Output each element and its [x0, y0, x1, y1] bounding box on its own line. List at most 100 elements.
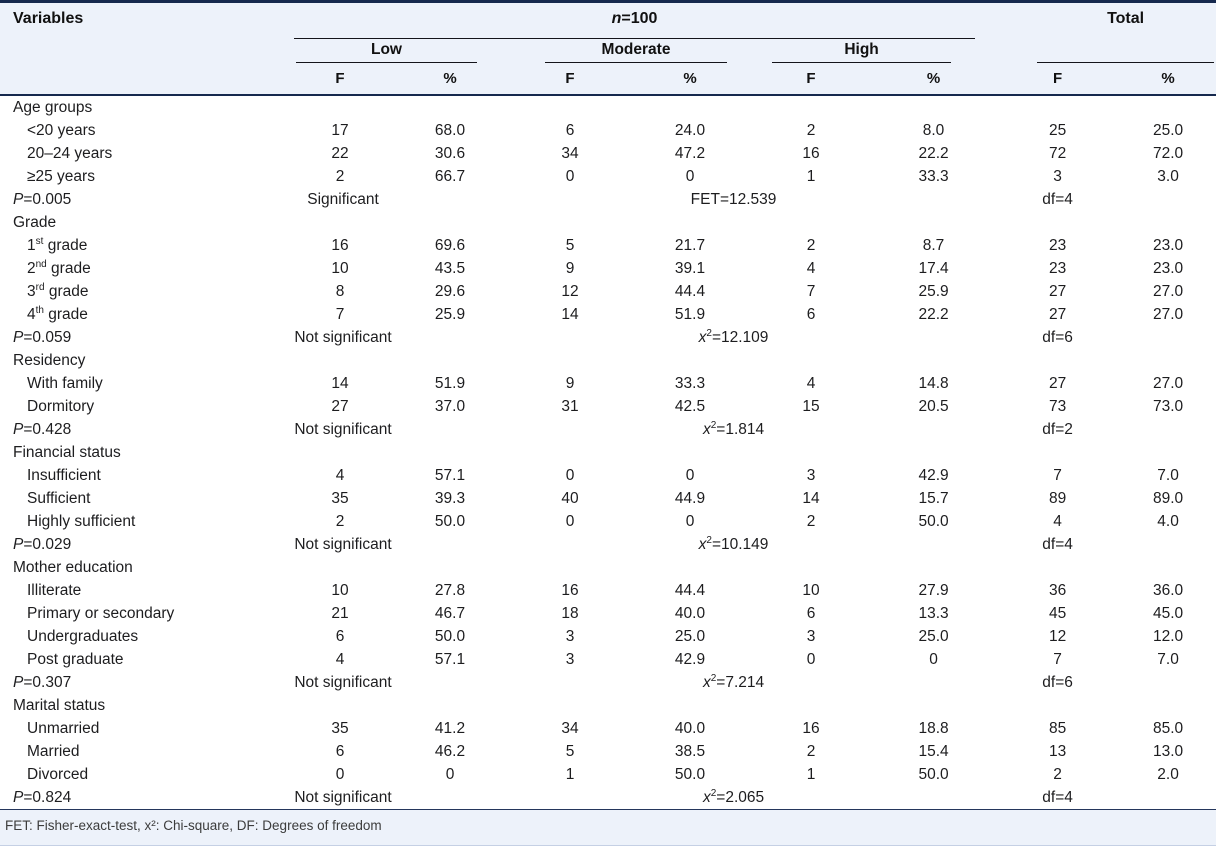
- df-value: df=6: [1042, 329, 1073, 346]
- row-label: Post graduate: [27, 651, 124, 668]
- cell-value: 7: [806, 283, 816, 300]
- table-row: 1st grade 16 69.6 5 21.7 2 8.7 23 23.0: [0, 234, 1216, 257]
- cell-value: 50.0: [434, 628, 466, 645]
- cell-value: 2: [806, 513, 816, 530]
- col-header-n100: n=100: [290, 3, 995, 39]
- row-label: Unmarried: [27, 720, 100, 737]
- n100-label: n=100: [611, 10, 658, 27]
- table-row: ≥25 years 2 66.7 0 0 1 33.3 3 3.0: [0, 165, 1216, 188]
- header-row-1: Variables n=100 Total: [0, 3, 1216, 96]
- p-value: P=0.307: [13, 674, 72, 691]
- cell-value: 37.0: [434, 398, 466, 415]
- cell-value: 25: [1048, 122, 1067, 139]
- cell-value: 31: [561, 398, 579, 415]
- chi-square-exponent: 2: [710, 672, 717, 684]
- cell-value: 85.0: [1152, 720, 1184, 737]
- cell-value: 23.0: [1152, 260, 1184, 277]
- cell-value: 72.0: [1152, 145, 1184, 162]
- cell-value: 51.9: [674, 306, 706, 323]
- pvalue-row: P=0.059 Not significant x2=12.109 df=6: [0, 326, 1216, 349]
- cell-value: 15: [802, 398, 820, 415]
- low-label: Low: [371, 41, 402, 58]
- table-row: 4th grade 7 25.9 14 51.9 6 22.2 27 27.0: [0, 303, 1216, 326]
- spacer-cell: [1120, 533, 1216, 556]
- cell-value: 0: [565, 168, 575, 185]
- cell-value: 42.9: [674, 651, 706, 668]
- cell-value: 23.0: [1152, 237, 1184, 254]
- cell-value: 1: [565, 766, 575, 783]
- cell-value: 0: [685, 467, 695, 484]
- pvalue-row: P=0.307 Not significant x2=7.214 df=6: [0, 671, 1216, 694]
- footnote-bar: FET: Fisher-exact-test, x²: Chi-square, …: [0, 809, 1216, 846]
- table-row: Insufficient 4 57.1 0 0 3 42.9 7 7.0: [0, 464, 1216, 487]
- table-row: <20 years 17 68.0 6 24.0 2 8.0 25 25.0: [0, 119, 1216, 142]
- cell-value: 4: [806, 375, 816, 392]
- cell-value: 24.0: [674, 122, 706, 139]
- p-value: P=0.059: [13, 329, 72, 346]
- cell-value: 12.0: [1152, 628, 1184, 645]
- low-underline: [296, 62, 477, 63]
- cell-value: 73: [1048, 398, 1067, 415]
- col-header-total-rule: [995, 39, 1216, 63]
- cell-value: 22.2: [918, 306, 949, 323]
- test-statistic: x2=10.149: [698, 534, 769, 553]
- col-header-moderate: Moderate: [510, 39, 750, 63]
- cell-value: 9: [565, 260, 575, 277]
- p-value: P=0.428: [13, 421, 72, 438]
- row-label: Illiterate: [27, 582, 82, 599]
- cell-value: 14: [561, 306, 579, 323]
- cell-value: 39.3: [434, 490, 466, 507]
- variables-label: Variables: [13, 10, 84, 27]
- spacer-cell: [1120, 188, 1216, 211]
- chi-square-exponent: 2: [710, 787, 717, 799]
- significance-label: Not significant: [294, 789, 392, 806]
- ordinal-superscript: th: [35, 304, 44, 316]
- table-row: Divorced 0 0 1 50.0 1 50.0 2 2.0: [0, 763, 1216, 786]
- cell-value: 15.7: [918, 490, 949, 507]
- cell-value: 39.1: [674, 260, 706, 277]
- table-header: Variables n=100 Total Low Moderate: [0, 3, 1216, 96]
- cell-value: 22.2: [918, 145, 949, 162]
- cell-value: 14.8: [918, 375, 949, 392]
- cell-value: 0: [685, 513, 695, 530]
- cell-value: 3.0: [1157, 168, 1179, 185]
- cell-value: 36: [1048, 582, 1067, 599]
- cell-value: 9: [565, 375, 575, 392]
- section-row: Grade: [0, 211, 1216, 234]
- p-value: P=0.029: [13, 536, 72, 553]
- table-row: Unmarried 35 41.2 34 40.0 16 18.8 85 85.0: [0, 717, 1216, 740]
- cell-value: 2: [1053, 766, 1062, 783]
- col-header-moderate-pct: %: [630, 63, 750, 96]
- pvalue-row: P=0.005 Significant FET=12.539 df=4: [0, 188, 1216, 211]
- spacer-cell: [1120, 671, 1216, 694]
- cell-value: 15.4: [918, 743, 949, 760]
- row-label: With family: [27, 375, 103, 392]
- significance-label: Not significant: [294, 674, 392, 691]
- p-value: P=0.005: [13, 191, 72, 208]
- row-label: Primary or secondary: [27, 605, 175, 622]
- cell-value: 73.0: [1152, 398, 1184, 415]
- cell-value: 27.9: [918, 582, 949, 599]
- cell-value: 44.4: [674, 283, 706, 300]
- cell-value: 30.6: [434, 145, 466, 162]
- high-label: High: [844, 41, 879, 58]
- cell-value: 16: [802, 720, 820, 737]
- cell-value: 33.3: [918, 168, 949, 185]
- cell-value: 85: [1048, 720, 1067, 737]
- df-value: df=4: [1042, 191, 1073, 208]
- ordinal-superscript: st: [35, 235, 44, 247]
- cell-value: 10: [331, 260, 349, 277]
- row-label: 1st grade: [27, 235, 88, 254]
- cell-value: 3: [806, 467, 816, 484]
- table-row: Highly sufficient 2 50.0 0 0 2 50.0 4 4.0: [0, 510, 1216, 533]
- section-row: Marital status: [0, 694, 1216, 717]
- cell-value: 21: [331, 605, 349, 622]
- cell-value: 35: [331, 720, 349, 737]
- cell-value: 20.5: [918, 398, 949, 415]
- col-header-high-f: F: [750, 63, 872, 96]
- moderate-underline: [545, 62, 727, 63]
- cell-value: 89: [1048, 490, 1067, 507]
- cell-value: 10: [331, 582, 349, 599]
- row-label: Insufficient: [27, 467, 101, 484]
